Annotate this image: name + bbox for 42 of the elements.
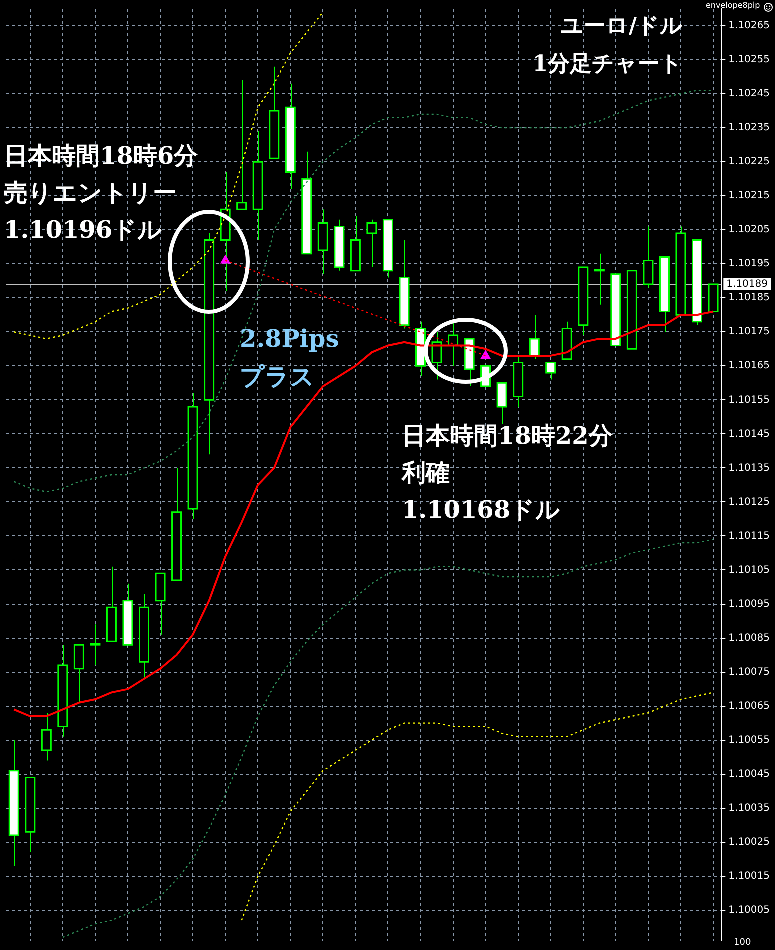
y-tick-label: 1.10075 [728,666,770,678]
line-series [241,692,714,922]
y-tick-label: 1.10255 [728,54,770,66]
y-tick-label: 1.10015 [728,870,770,882]
y-tick-label: 1.10115 [728,530,770,542]
y-tick-label: 1.10165 [728,360,770,372]
annotation: 日本時間18時22分 [402,420,613,452]
annotation: 売りエントリー [4,177,177,209]
y-tick-label: 1.10185 [728,292,770,304]
y-tick-label: 1.10005 [728,904,770,916]
y-tick-label: 1.10195 [728,258,770,270]
text: 1分足チャート [532,50,683,79]
y-tick-label: 1.10085 [728,632,770,644]
y-tick-label: 1.10135 [728,462,770,474]
y-tick-label: 1.10215 [728,190,770,202]
y-tick-label: 1.10095 [728,598,770,610]
y-tick-label: 1.10055 [728,734,770,746]
annotation: 1.10168ドル [402,494,561,526]
annotation: 利確 [402,457,450,489]
y-tick-label: 1.10235 [728,122,770,134]
annotation: 1.10196ドル [4,214,163,246]
y-tick-label: 1.10245 [728,88,770,100]
annotation: 2.8Pips [240,324,340,353]
line-series [62,539,714,938]
y-tick-label: 1.10065 [728,700,770,712]
y-tick-label: 1.10035 [728,802,770,814]
annotation: envelope8pip [706,1,760,10]
y-tick-label: 1.10175 [728,326,770,338]
y-tick-label: 1.10225 [728,156,770,168]
annotation: 日本時間18時6分 [4,140,198,172]
annotation: プラス [240,361,315,393]
y-tick-label: 1.10025 [728,836,770,848]
y-tick-label: 1.10045 [728,768,770,780]
y-tick-label: 1.10145 [728,428,770,440]
y-tick-label: 1.10155 [728,394,770,406]
text: 100 [734,938,752,948]
chart-title: ユーロ/ドル [560,12,683,41]
y-tick-label: 1.10105 [728,564,770,576]
y-tick-label: 1.10125 [728,496,770,508]
y-tick-label: 1.10265 [728,20,770,32]
ref-line-label: 1.10189 [726,279,768,290]
y-tick-label: 1.10205 [728,224,770,236]
